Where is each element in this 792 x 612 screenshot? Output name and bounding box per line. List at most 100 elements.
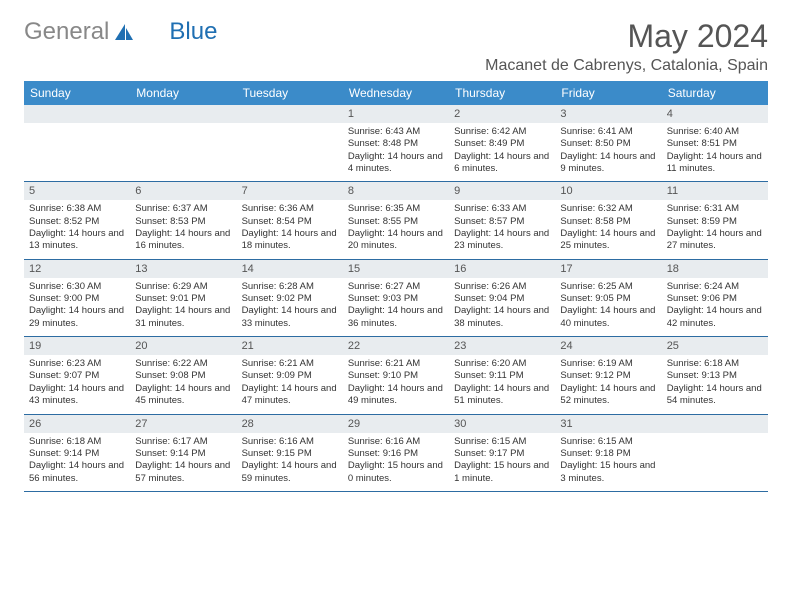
- day-info: [130, 123, 236, 181]
- day-cell: 7Sunrise: 6:36 AMSunset: 8:54 PMDaylight…: [237, 182, 343, 259]
- sunrise-text: Sunrise: 6:24 AM: [667, 281, 763, 293]
- daylight-text: Daylight: 14 hours and 40 minutes.: [560, 305, 656, 330]
- day-cell: 22Sunrise: 6:21 AMSunset: 9:10 PMDayligh…: [343, 337, 449, 414]
- day-cell: 23Sunrise: 6:20 AMSunset: 9:11 PMDayligh…: [449, 337, 555, 414]
- day-info: [24, 123, 130, 181]
- sunset-text: Sunset: 9:08 PM: [135, 370, 231, 382]
- day-info: Sunrise: 6:35 AMSunset: 8:55 PMDaylight:…: [343, 200, 449, 258]
- day-info: [237, 123, 343, 181]
- sunrise-text: Sunrise: 6:40 AM: [667, 126, 763, 138]
- sunrise-text: Sunrise: 6:42 AM: [454, 126, 550, 138]
- date-number: 19: [24, 337, 130, 355]
- day-header: Friday: [555, 81, 661, 105]
- sunrise-text: Sunrise: 6:29 AM: [135, 281, 231, 293]
- daylight-text: Daylight: 14 hours and 9 minutes.: [560, 151, 656, 176]
- day-cell: [130, 105, 236, 182]
- date-number: 15: [343, 260, 449, 278]
- sunset-text: Sunset: 8:50 PM: [560, 138, 656, 150]
- daylight-text: Daylight: 14 hours and 6 minutes.: [454, 151, 550, 176]
- date-number: 16: [449, 260, 555, 278]
- sunrise-text: Sunrise: 6:15 AM: [560, 436, 656, 448]
- sunrise-text: Sunrise: 6:36 AM: [242, 203, 338, 215]
- day-cell: 21Sunrise: 6:21 AMSunset: 9:09 PMDayligh…: [237, 337, 343, 414]
- sunset-text: Sunset: 9:00 PM: [29, 293, 125, 305]
- day-info: Sunrise: 6:22 AMSunset: 9:08 PMDaylight:…: [130, 355, 236, 413]
- day-cell: 2Sunrise: 6:42 AMSunset: 8:49 PMDaylight…: [449, 105, 555, 182]
- sunset-text: Sunset: 8:49 PM: [454, 138, 550, 150]
- daylight-text: Daylight: 14 hours and 42 minutes.: [667, 305, 763, 330]
- day-info: Sunrise: 6:36 AMSunset: 8:54 PMDaylight:…: [237, 200, 343, 258]
- day-cell: [24, 105, 130, 182]
- sunrise-text: Sunrise: 6:37 AM: [135, 203, 231, 215]
- date-number: 10: [555, 182, 661, 200]
- daylight-text: Daylight: 14 hours and 54 minutes.: [667, 383, 763, 408]
- daylight-text: Daylight: 14 hours and 43 minutes.: [29, 383, 125, 408]
- day-header-row: Sunday Monday Tuesday Wednesday Thursday…: [24, 81, 768, 105]
- sunset-text: Sunset: 9:02 PM: [242, 293, 338, 305]
- daylight-text: Daylight: 14 hours and 23 minutes.: [454, 228, 550, 253]
- daylight-text: Daylight: 14 hours and 27 minutes.: [667, 228, 763, 253]
- sunrise-text: Sunrise: 6:18 AM: [667, 358, 763, 370]
- day-header: Wednesday: [343, 81, 449, 105]
- day-info: Sunrise: 6:24 AMSunset: 9:06 PMDaylight:…: [662, 278, 768, 336]
- date-number: 31: [555, 415, 661, 433]
- day-info: Sunrise: 6:16 AMSunset: 9:16 PMDaylight:…: [343, 433, 449, 491]
- week-row: 12Sunrise: 6:30 AMSunset: 9:00 PMDayligh…: [24, 259, 768, 336]
- day-info: Sunrise: 6:28 AMSunset: 9:02 PMDaylight:…: [237, 278, 343, 336]
- date-number: 9: [449, 182, 555, 200]
- date-number: 24: [555, 337, 661, 355]
- week-row: 5Sunrise: 6:38 AMSunset: 8:52 PMDaylight…: [24, 182, 768, 259]
- day-info: Sunrise: 6:19 AMSunset: 9:12 PMDaylight:…: [555, 355, 661, 413]
- date-number: 13: [130, 260, 236, 278]
- day-info: Sunrise: 6:31 AMSunset: 8:59 PMDaylight:…: [662, 200, 768, 258]
- day-header: Thursday: [449, 81, 555, 105]
- sunset-text: Sunset: 9:18 PM: [560, 448, 656, 460]
- date-number: 21: [237, 337, 343, 355]
- sunset-text: Sunset: 8:53 PM: [135, 216, 231, 228]
- day-info: Sunrise: 6:15 AMSunset: 9:18 PMDaylight:…: [555, 433, 661, 491]
- daylight-text: Daylight: 14 hours and 45 minutes.: [135, 383, 231, 408]
- day-info: Sunrise: 6:21 AMSunset: 9:10 PMDaylight:…: [343, 355, 449, 413]
- day-info: Sunrise: 6:42 AMSunset: 8:49 PMDaylight:…: [449, 123, 555, 181]
- empty-date-bar: [237, 105, 343, 123]
- day-info: Sunrise: 6:33 AMSunset: 8:57 PMDaylight:…: [449, 200, 555, 258]
- date-number: 29: [343, 415, 449, 433]
- sunrise-text: Sunrise: 6:41 AM: [560, 126, 656, 138]
- day-info: Sunrise: 6:29 AMSunset: 9:01 PMDaylight:…: [130, 278, 236, 336]
- calendar-table: Sunday Monday Tuesday Wednesday Thursday…: [24, 81, 768, 492]
- day-info: Sunrise: 6:15 AMSunset: 9:17 PMDaylight:…: [449, 433, 555, 491]
- day-cell: 6Sunrise: 6:37 AMSunset: 8:53 PMDaylight…: [130, 182, 236, 259]
- sunrise-text: Sunrise: 6:16 AM: [242, 436, 338, 448]
- day-cell: [662, 414, 768, 491]
- sunset-text: Sunset: 8:55 PM: [348, 216, 444, 228]
- daylight-text: Daylight: 14 hours and 38 minutes.: [454, 305, 550, 330]
- sunrise-text: Sunrise: 6:38 AM: [29, 203, 125, 215]
- day-cell: 12Sunrise: 6:30 AMSunset: 9:00 PMDayligh…: [24, 259, 130, 336]
- sunset-text: Sunset: 9:04 PM: [454, 293, 550, 305]
- date-number: 20: [130, 337, 236, 355]
- sunset-text: Sunset: 8:57 PM: [454, 216, 550, 228]
- day-cell: 30Sunrise: 6:15 AMSunset: 9:17 PMDayligh…: [449, 414, 555, 491]
- empty-date-bar: [130, 105, 236, 123]
- sunrise-text: Sunrise: 6:43 AM: [348, 126, 444, 138]
- day-info: Sunrise: 6:38 AMSunset: 8:52 PMDaylight:…: [24, 200, 130, 258]
- sunrise-text: Sunrise: 6:25 AM: [560, 281, 656, 293]
- day-cell: [237, 105, 343, 182]
- calendar-page: General Blue May 2024 Macanet de Cabreny…: [0, 0, 792, 502]
- day-info: Sunrise: 6:23 AMSunset: 9:07 PMDaylight:…: [24, 355, 130, 413]
- sunset-text: Sunset: 9:14 PM: [29, 448, 125, 460]
- logo-text-general: General: [24, 18, 109, 46]
- day-cell: 3Sunrise: 6:41 AMSunset: 8:50 PMDaylight…: [555, 105, 661, 182]
- sunset-text: Sunset: 9:14 PM: [135, 448, 231, 460]
- date-number: 14: [237, 260, 343, 278]
- sunset-text: Sunset: 9:15 PM: [242, 448, 338, 460]
- sunrise-text: Sunrise: 6:28 AM: [242, 281, 338, 293]
- page-header: General Blue May 2024 Macanet de Cabreny…: [24, 18, 768, 75]
- day-cell: 15Sunrise: 6:27 AMSunset: 9:03 PMDayligh…: [343, 259, 449, 336]
- sunset-text: Sunset: 9:13 PM: [667, 370, 763, 382]
- date-number: 26: [24, 415, 130, 433]
- day-cell: 14Sunrise: 6:28 AMSunset: 9:02 PMDayligh…: [237, 259, 343, 336]
- day-info: Sunrise: 6:20 AMSunset: 9:11 PMDaylight:…: [449, 355, 555, 413]
- sunrise-text: Sunrise: 6:33 AM: [454, 203, 550, 215]
- day-cell: 18Sunrise: 6:24 AMSunset: 9:06 PMDayligh…: [662, 259, 768, 336]
